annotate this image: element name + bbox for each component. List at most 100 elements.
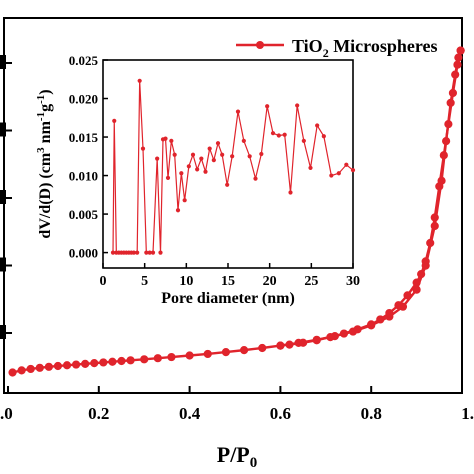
inset-y-axis-title-sup: -1 — [35, 112, 47, 121]
inset-data-point — [135, 250, 140, 255]
main-data-point — [339, 329, 349, 338]
inset-data-point — [288, 190, 293, 195]
inset-data-point — [163, 136, 168, 141]
inset-data-point — [215, 141, 221, 146]
inset-data-point — [207, 146, 212, 151]
main-data-point — [326, 333, 335, 342]
main-x-tick-label: 0.4 — [179, 404, 201, 423]
main-x-axis-title-sub: 0 — [250, 455, 258, 471]
main-data-point — [394, 301, 403, 310]
inset-x-tick-label: 30 — [346, 274, 360, 289]
main-x-tick-label: 1. — [461, 404, 474, 423]
inset-data-point — [144, 250, 149, 255]
main-data-point — [385, 308, 394, 318]
inset-data-point — [329, 173, 334, 178]
main-data-point — [167, 352, 176, 362]
main-data-point — [426, 238, 435, 248]
inset-data-point — [147, 250, 152, 255]
main-y-tick-label-cropped — [0, 190, 6, 204]
inset-data-point — [190, 152, 196, 157]
main-data-point — [239, 346, 249, 355]
main-data-point — [90, 359, 99, 368]
legend-label-sub: 2 — [323, 46, 329, 60]
inset-data-point — [295, 103, 300, 108]
main-data-point — [221, 348, 231, 357]
main-y-tick-label-cropped — [0, 257, 6, 272]
inset-x-axis-title: Pore diameter (nm) — [161, 290, 295, 307]
main-data-point — [99, 358, 108, 367]
main-data-point — [435, 182, 444, 191]
main-x-tick-label: 0.8 — [361, 404, 382, 423]
main-data-point — [430, 213, 439, 222]
main-data-point — [353, 325, 362, 334]
main-data-point — [35, 363, 44, 372]
inset-x-tick-label: 20 — [263, 274, 277, 289]
inset-data-point — [165, 175, 171, 180]
inset-data-point — [270, 131, 276, 136]
inset-data-point — [220, 152, 225, 157]
main-data-point — [276, 341, 285, 350]
inset-data-point — [253, 176, 258, 181]
legend-marker — [256, 41, 264, 49]
inset-y-tick-label: 0.020 — [69, 92, 98, 107]
main-data-point — [62, 361, 72, 370]
inset-x-tick-label: 25 — [304, 274, 318, 289]
inset-y-axis-title: dV/d(D) (cm3 nm-1g-1) — [35, 89, 54, 238]
main-data-point — [367, 320, 376, 329]
inset-x-tick-label: 10 — [179, 274, 193, 289]
main-data-point — [258, 343, 267, 353]
inset-data-point — [131, 250, 136, 255]
inset-data-point — [175, 208, 181, 213]
main-y-tick-label-cropped — [0, 55, 6, 69]
inset-y-axis-title-part: g — [37, 104, 54, 112]
main-x-tick-label: .0 — [0, 404, 13, 423]
main-x-tick-label: 0.6 — [270, 404, 291, 423]
inset-x-tick-label: 0 — [100, 274, 107, 289]
main-data-point — [17, 366, 26, 375]
legend-label: TiO2 Microspheres — [292, 36, 438, 60]
main-y-tick-label-cropped — [0, 325, 6, 339]
inset-y-axis-title-part: nm — [37, 120, 54, 147]
main-data-point — [185, 351, 194, 360]
inset-data-point — [179, 171, 184, 176]
main-data-point — [81, 359, 90, 368]
inset-y-axis-title-sup: 3 — [35, 147, 47, 153]
inset-data-point — [169, 138, 174, 143]
inset-x-tick-label: 5 — [141, 274, 148, 289]
main-data-point — [117, 356, 126, 366]
main-data-point — [126, 356, 135, 365]
inset-data-point — [247, 154, 252, 159]
inset-data-point — [235, 109, 241, 114]
inset-data-point — [186, 164, 191, 169]
inset-data-point — [195, 167, 200, 172]
inset-y-tick-label: 0.025 — [69, 53, 99, 68]
inset-data-point — [282, 132, 287, 137]
inset-data-point — [308, 165, 313, 170]
main-data-point — [456, 46, 465, 55]
inset-data-point — [112, 118, 117, 123]
main-data-point — [8, 368, 17, 377]
main-data-point — [72, 360, 81, 369]
main-data-point — [203, 349, 212, 359]
inset-data-point — [230, 154, 235, 159]
inset-data-point — [225, 182, 230, 187]
inset-data-point — [110, 250, 116, 255]
main-data-point — [444, 120, 453, 129]
inset-data-point — [172, 152, 177, 157]
inset-data-point — [276, 133, 281, 138]
inset-data-point — [150, 250, 156, 255]
main-x-axis-title: P/P0 — [217, 442, 258, 471]
inset-data-point — [344, 162, 349, 167]
inset-y-tick-label: 0.010 — [69, 169, 98, 184]
inset-y-tick-label: 0.005 — [69, 207, 99, 222]
inset-data-point — [155, 156, 160, 161]
inset-data-point — [158, 250, 163, 255]
main-x-axis-title-main: P/P — [217, 442, 250, 467]
inset-data-point — [301, 138, 306, 143]
main-plot-frame — [3, 17, 463, 394]
legend-label-part: Microspheres — [329, 36, 438, 56]
inset-data-point — [265, 104, 270, 109]
main-data-point — [44, 362, 53, 371]
inset-y-axis-title-sup: -1 — [35, 95, 47, 104]
